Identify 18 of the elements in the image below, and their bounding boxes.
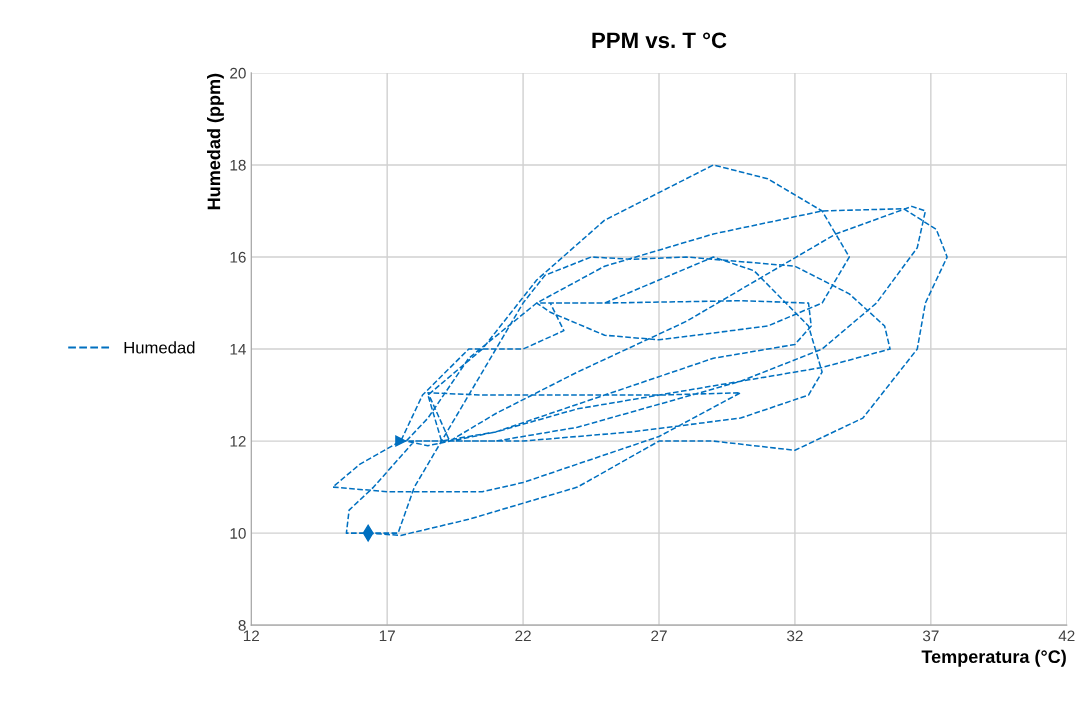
x-tick-label: 17 bbox=[379, 630, 395, 642]
y-tick-label: 14 bbox=[230, 344, 246, 355]
x-tick-label: 42 bbox=[1058, 630, 1075, 642]
chart-title: PPM vs. T °C bbox=[592, 32, 727, 49]
x-tick-label: 22 bbox=[515, 630, 531, 642]
y-tick-label: 20 bbox=[230, 67, 246, 79]
y-axis-title: Humedad (ppm) bbox=[207, 73, 224, 210]
y-tick-label: 12 bbox=[230, 435, 246, 447]
x-tick-label: 27 bbox=[651, 630, 667, 642]
y-tick-label: 8 bbox=[238, 620, 246, 631]
x-tick-label: 37 bbox=[922, 630, 939, 642]
y-tick-label: 16 bbox=[230, 251, 246, 263]
x-tick-label: 32 bbox=[787, 630, 803, 642]
y-tick-label: 18 bbox=[230, 159, 246, 171]
legend-label: Humedad bbox=[124, 341, 195, 354]
y-tick-label: 10 bbox=[230, 527, 246, 539]
x-tick-label: 12 bbox=[243, 630, 259, 642]
x-axis-title: Temperatura (°C) bbox=[921, 649, 1066, 667]
